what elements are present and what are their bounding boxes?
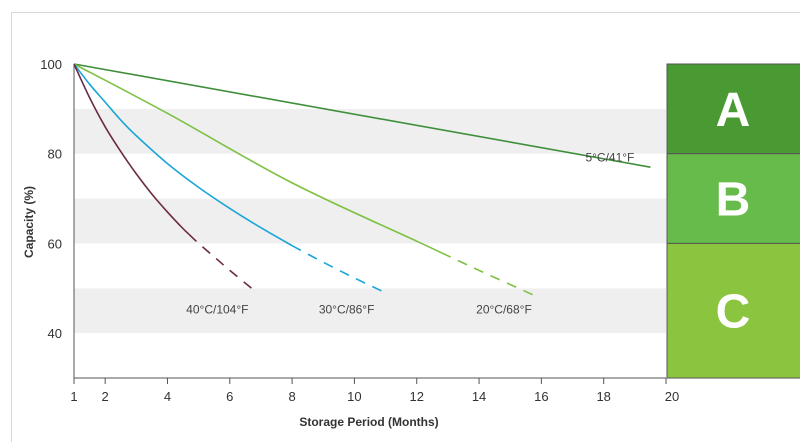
x-tick-label: 12 — [410, 389, 424, 404]
zone-c-label: C — [716, 286, 751, 339]
grid-band — [74, 333, 666, 378]
series-label: 5°C/41°F — [585, 150, 634, 164]
series-line-0 — [73, 63, 651, 168]
series-line-1 — [73, 63, 443, 254]
grid-band — [74, 64, 666, 109]
x-tick-label: 1 — [70, 389, 77, 404]
x-tick-label: 20 — [665, 389, 679, 404]
y-axis-title: Capacity (%) — [22, 186, 36, 258]
series-label: 40°C/104°F — [186, 302, 248, 316]
grid-bands — [74, 64, 666, 378]
x-tick-label: 18 — [596, 389, 610, 404]
series-line-dashed-1 — [441, 252, 539, 298]
y-tick-label: 40 — [48, 326, 62, 341]
x-axis-title: Storage Period (Months) — [299, 415, 438, 429]
series-line-2 — [73, 63, 293, 247]
x-tick-label: 16 — [534, 389, 548, 404]
grid-band — [74, 108, 666, 154]
series-line-dashed-3 — [188, 233, 253, 289]
grid-band — [74, 198, 666, 244]
zone-c-block — [666, 242, 800, 379]
grid-band — [74, 153, 666, 199]
series-labels: 5°C/41°F 20°C/68°F 30°C/86°F 40°C/104°F — [186, 150, 634, 316]
grid-band — [74, 243, 666, 289]
series-label: 30°C/86°F — [319, 302, 375, 316]
x-tick-label: 10 — [347, 389, 361, 404]
x-tick-label: 6 — [226, 389, 233, 404]
x-tick-label: 14 — [472, 389, 486, 404]
capacity-zones: AB C — [666, 63, 800, 379]
chart-frame — [11, 12, 800, 442]
y-tick-label: 80 — [48, 147, 62, 162]
grid-band — [74, 288, 666, 334]
zone-b-block — [666, 153, 800, 244]
x-tick-label: 2 — [102, 389, 109, 404]
series-label: 20°C/68°F — [476, 302, 532, 316]
y-tick-label: 60 — [48, 236, 62, 251]
zone-b-label: B — [716, 174, 751, 227]
series-lines — [73, 63, 651, 298]
zone-a-block — [666, 63, 800, 155]
y-tick-label: 100 — [40, 57, 62, 72]
series-line-3 — [73, 63, 190, 236]
x-tick-label: 4 — [164, 389, 171, 404]
x-tick-label: 8 — [288, 389, 295, 404]
zone-a-label: A — [716, 84, 751, 137]
